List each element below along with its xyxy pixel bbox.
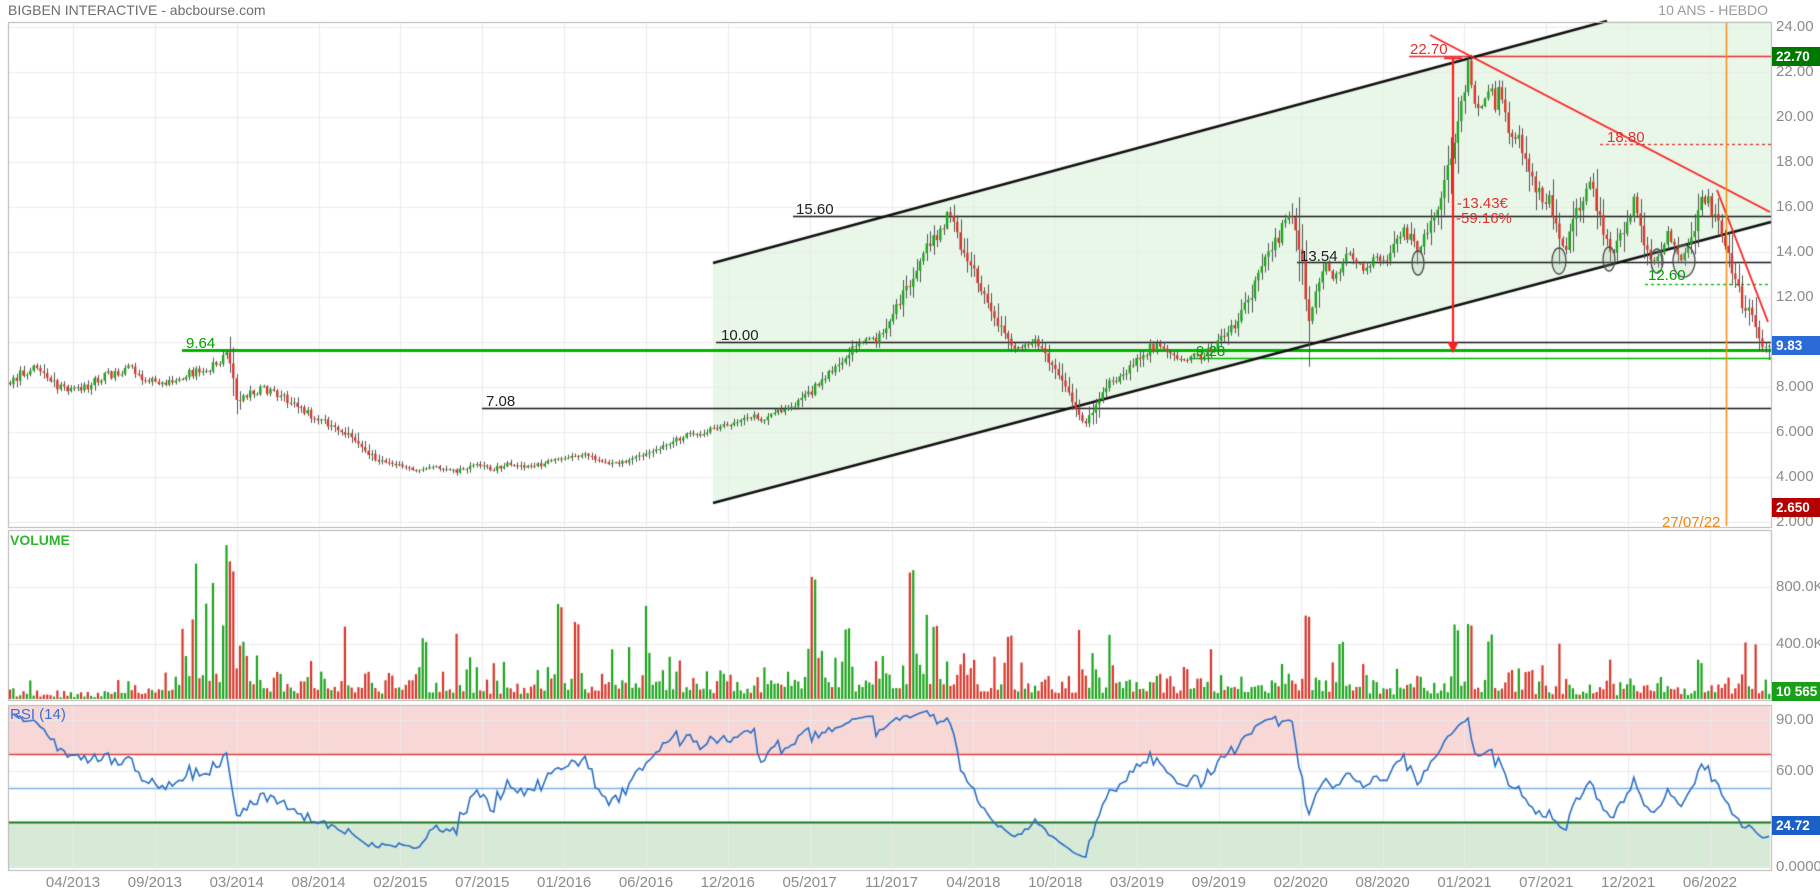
- x-axis-label: 08/2014: [291, 874, 346, 891]
- last-rsi-badge: 24.72: [1772, 815, 1820, 835]
- last-high-badge: 22.70: [1772, 46, 1820, 66]
- x-axis-label: 02/2015: [373, 874, 428, 891]
- price-axis-tick: 22.00: [1776, 63, 1814, 80]
- x-axis-label: 06/2016: [618, 874, 674, 891]
- price-axis-tick: 16.00: [1776, 198, 1814, 215]
- x-axis-label: 09/2013: [127, 874, 182, 891]
- price-axis-tick: 8.000: [1776, 378, 1814, 395]
- level-label-12-60: 12.60: [1648, 267, 1686, 284]
- x-axis-label: 12/2021: [1601, 874, 1656, 891]
- volume-axis-tick: 800.0K: [1776, 578, 1820, 595]
- price-axis-tick: 12.00: [1776, 288, 1814, 305]
- level-label-18-80: 18.80: [1607, 129, 1645, 146]
- volume-panel-label: VOLUME: [10, 532, 70, 548]
- x-axis-label: 07/2015: [455, 874, 510, 891]
- last-price-badge: 9.83: [1772, 336, 1820, 356]
- level-label-22-70: 22.70: [1410, 41, 1448, 58]
- event-date-annotation: 27/07/22: [1662, 514, 1721, 531]
- level-label-15-60: 15.60: [796, 201, 834, 218]
- x-axis-label: 03/2019: [1109, 874, 1165, 891]
- x-axis-label: 01/2016: [536, 874, 592, 891]
- level-label-13-54: 13.54: [1300, 248, 1338, 265]
- drop-euros-annotation: -13.43€: [1457, 195, 1508, 212]
- volume-axis-tick: 400.0K: [1776, 634, 1820, 652]
- price-axis-tick: 24.00: [1776, 18, 1814, 35]
- price-axis-tick: 4.000: [1776, 468, 1814, 485]
- price-axis-tick: 6.000: [1776, 423, 1814, 440]
- x-axis-label: 04/2013: [45, 874, 101, 891]
- rsi-axis-tick: 90.00: [1776, 711, 1814, 728]
- x-axis-label: 12/2016: [700, 874, 755, 891]
- x-axis-label: 09/2019: [1191, 874, 1247, 891]
- x-axis-label: 10/2018: [1028, 874, 1083, 891]
- price-axis-tick: 20.00: [1776, 108, 1814, 125]
- level-label-9-64: 9.64: [186, 335, 216, 352]
- price-axis-tick: 18.00: [1776, 153, 1814, 170]
- instrument-title: BIGBEN INTERACTIVE - abcbourse.com: [8, 2, 266, 18]
- price-axis-tick: 2.000: [1776, 513, 1814, 530]
- x-axis-label: 11/2017: [864, 874, 919, 891]
- x-axis-label: 04/2018: [946, 874, 1001, 891]
- drop-percent-annotation: -59.16%: [1456, 210, 1512, 227]
- last-volume-badge: 10 565: [1772, 681, 1820, 701]
- low-ref-badge: 2.650: [1772, 497, 1820, 517]
- rsi-axis-tick: 0.0000: [1776, 858, 1820, 875]
- x-axis-label: 05/2017: [782, 874, 837, 891]
- x-axis-label: 08/2020: [1355, 874, 1410, 891]
- x-axis-label: 01/2021: [1437, 874, 1492, 891]
- x-axis-label: 02/2020: [1273, 874, 1328, 891]
- x-axis-label: 06/2022: [1682, 874, 1738, 891]
- x-axis-label: 03/2014: [209, 874, 264, 891]
- rsi-panel-label: RSI (14): [10, 706, 66, 723]
- level-label-9-28: 9.28: [1196, 343, 1226, 360]
- price-axis-tick: 14.00: [1776, 243, 1814, 260]
- timeframe-label: 10 ANS - HEBDO: [1658, 2, 1768, 18]
- x-axis-label: 07/2021: [1519, 874, 1574, 891]
- level-label-10-00: 10.00: [721, 327, 759, 344]
- rsi-axis-tick: 60.00: [1776, 762, 1814, 779]
- level-label-7-08: 7.08: [486, 393, 516, 410]
